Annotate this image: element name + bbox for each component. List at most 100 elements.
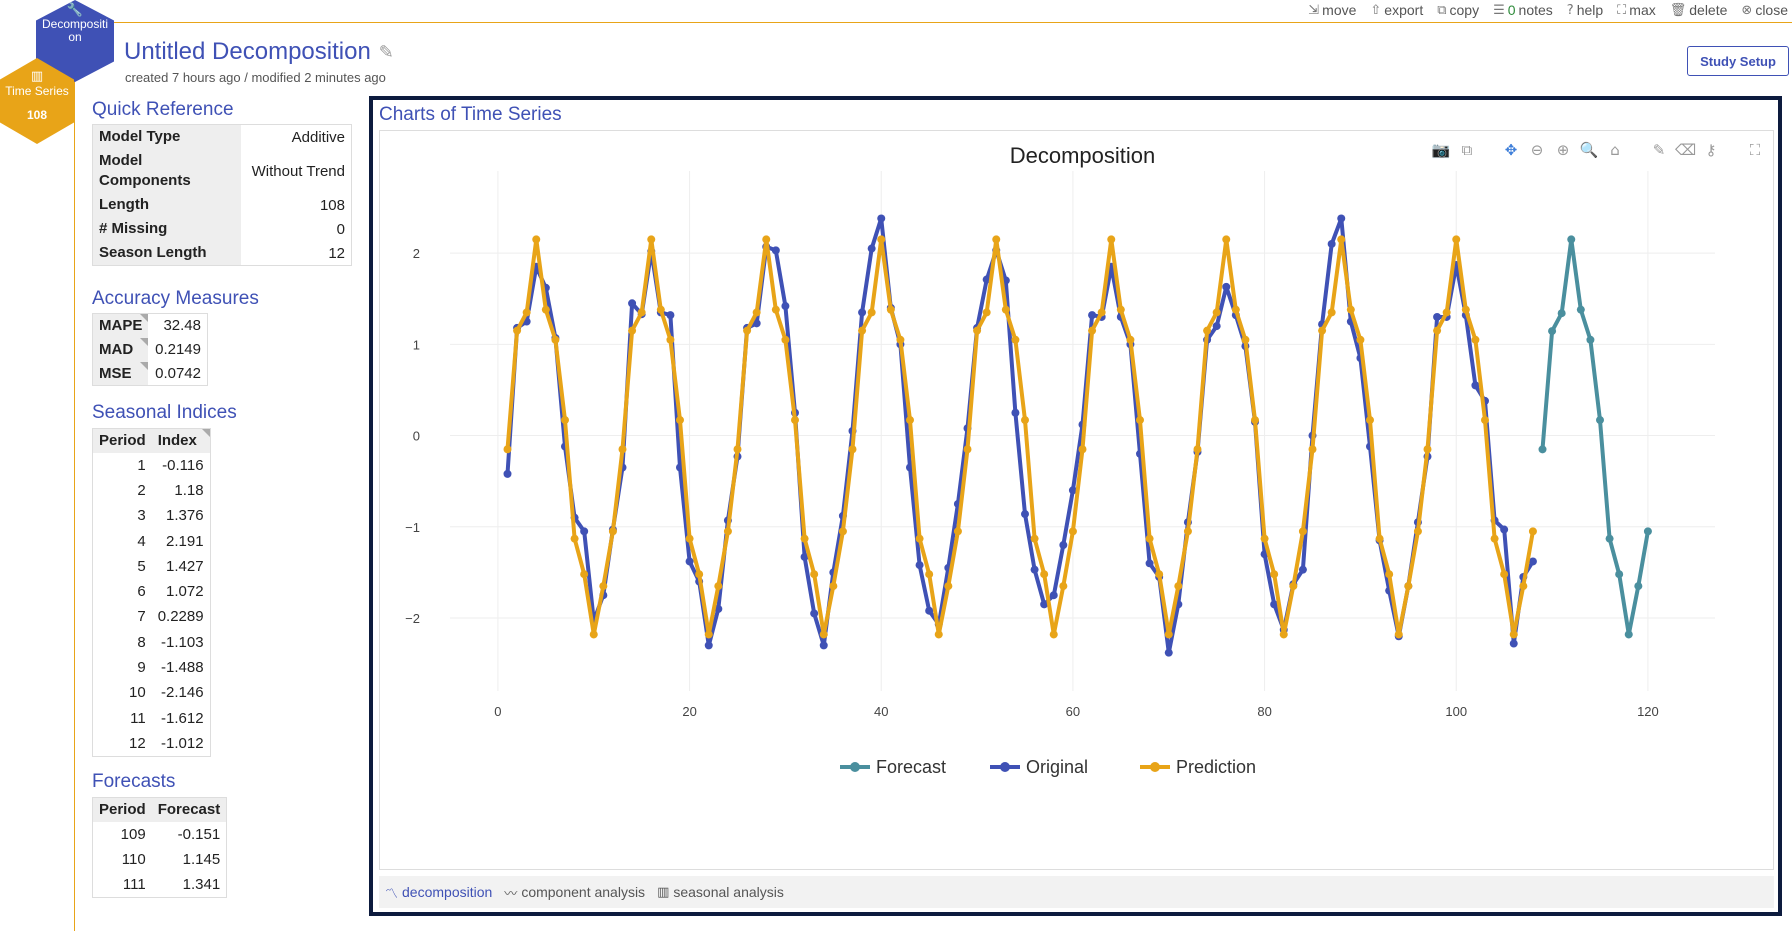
home-icon[interactable]: ⌂ <box>1610 141 1620 159</box>
data-point-prediction <box>522 308 531 317</box>
period-cell: 110 <box>121 850 146 868</box>
move-button[interactable]: ⇲ move <box>1308 2 1357 18</box>
pencil-icon[interactable]: ✎ <box>378 41 394 63</box>
copy-button[interactable]: ⧉ copy <box>1437 2 1480 18</box>
data-point-prediction <box>1136 416 1144 425</box>
period-header[interactable]: Period <box>92 428 152 453</box>
export-button[interactable]: ⇧ export <box>1370 2 1424 18</box>
legend-label[interactable]: Forecast <box>876 757 946 777</box>
data-point-forecast <box>1586 335 1595 344</box>
table-row: 3 1.376 <box>93 503 211 528</box>
study-setup-button[interactable]: Study Setup <box>1687 46 1789 76</box>
modebar-spacer <box>1483 141 1495 159</box>
camera-icon[interactable]: 📷 <box>1431 141 1451 159</box>
notes-icon: ☰ <box>1493 2 1505 18</box>
data-point-original <box>1145 559 1154 568</box>
draw-icon[interactable]: ✎ <box>1652 141 1666 159</box>
data-point-prediction <box>1107 235 1116 244</box>
index-cell: 2.191 <box>166 532 204 550</box>
series-line-original <box>505 216 1535 655</box>
copy-chart-icon[interactable]: ⧉ <box>1461 141 1473 159</box>
data-point-prediction <box>858 326 867 335</box>
table-row: 10 -2.146 <box>93 680 211 705</box>
data-point-prediction <box>1183 527 1192 536</box>
data-point-original <box>685 557 694 566</box>
period-cell: 10 <box>129 684 146 702</box>
data-point-prediction <box>676 416 684 425</box>
data-point-original <box>1433 312 1442 321</box>
fullscreen-icon[interactable]: ⛶ <box>1749 141 1761 159</box>
row-label: Model Type <box>92 124 241 149</box>
key-icon[interactable]: ⚷ <box>1705 141 1717 159</box>
table-row: 4 2.191 <box>93 528 211 553</box>
period-cell: 3 <box>137 507 146 525</box>
data-point-prediction <box>1097 308 1106 317</box>
index-cell: 1.376 <box>166 507 204 525</box>
legend-label[interactable]: Original <box>1026 757 1088 777</box>
data-point-prediction <box>580 570 589 579</box>
y-tick-label: −2 <box>405 611 420 626</box>
chart-area[interactable]: Decomposition 0 20 40 60 80 100 120 −2 −1 0 1 2 Forec… <box>379 130 1774 870</box>
period-cell: 7 <box>137 608 146 626</box>
period-header[interactable]: Period <box>92 797 152 822</box>
tab-seasonal-analysis[interactable]: ▥ seasonal analysis <box>657 884 784 900</box>
title-text[interactable]: Untitled Decomposition <box>124 38 371 65</box>
corner-marker-icon <box>140 314 149 322</box>
data-point-original <box>819 641 828 650</box>
data-point-prediction <box>762 235 771 244</box>
data-point-prediction <box>1068 527 1077 536</box>
y-tick-label: 1 <box>413 337 420 352</box>
zoom-icon[interactable]: 🔍 <box>1579 141 1599 159</box>
decomposition-chart[interactable]: Decomposition 0 20 40 60 80 100 120 −2 −1 0 1 2 Forec… <box>380 131 1775 871</box>
data-point-prediction <box>733 445 742 454</box>
help-button[interactable]: ? help <box>1566 2 1604 18</box>
data-point-prediction <box>800 534 809 543</box>
data-point-prediction <box>906 416 914 425</box>
zoom-out-icon[interactable]: ⊖ <box>1530 141 1544 159</box>
notes-button[interactable]: ☰ 0 notes <box>1493 2 1553 18</box>
legend-marker[interactable] <box>1150 762 1160 772</box>
pan-icon[interactable]: ✥ <box>1504 141 1518 159</box>
data-point-prediction <box>934 630 943 639</box>
corner-marker-icon <box>140 361 149 370</box>
tab-component-analysis[interactable]: 〰 component analysis <box>504 884 646 902</box>
table-row: # Missing 0 <box>92 217 352 241</box>
data-point-prediction <box>925 570 934 579</box>
row-label: MAPE <box>92 313 149 338</box>
copy-icon: ⧉ <box>1437 2 1447 18</box>
data-point-prediction <box>1346 305 1355 314</box>
forecast-header[interactable]: Forecast <box>151 797 227 822</box>
data-point-prediction <box>1203 326 1212 335</box>
series-line-forecast <box>1540 237 1650 637</box>
data-point-forecast <box>1605 534 1614 543</box>
legend-label[interactable]: Prediction <box>1176 757 1256 777</box>
row-value: 0.0742 <box>155 364 201 382</box>
accuracy-table: MAPE 32.48 MAD 0.2149 MSE 0.0742 <box>92 313 208 386</box>
study-frame <box>74 22 1792 931</box>
x-tick-label: 40 <box>874 704 888 719</box>
tab-decomposition[interactable]: 〽 decomposition <box>385 884 493 902</box>
data-point-prediction <box>1059 582 1068 591</box>
delete-button[interactable]: 🗑 delete <box>1669 2 1728 18</box>
legend-marker[interactable] <box>850 762 860 772</box>
max-button[interactable]: ⛶ max <box>1617 2 1656 18</box>
data-point-original <box>580 527 589 536</box>
table-row: 111 1.341 <box>93 872 227 897</box>
data-point-original <box>1030 565 1039 574</box>
data-point-prediction <box>819 630 828 639</box>
eraser-icon[interactable]: ⌫ <box>1675 141 1697 159</box>
close-button[interactable]: ⊗ close <box>1741 2 1788 18</box>
data-point-prediction <box>561 416 569 425</box>
data-point-original <box>1298 565 1307 574</box>
period-cell: 12 <box>129 734 146 752</box>
zoom-in-icon[interactable]: ⊕ <box>1556 141 1570 159</box>
row-label: Season Length <box>92 241 241 266</box>
chart-panel-title: Charts of Time Series <box>379 104 562 125</box>
data-point-original <box>1088 311 1097 320</box>
data-point-prediction <box>656 305 665 314</box>
index-header[interactable]: Index <box>151 428 211 453</box>
data-point-forecast <box>1596 416 1604 425</box>
line-chart-icon: 〰 <box>504 886 518 902</box>
legend-marker[interactable] <box>1000 762 1010 772</box>
data-point-prediction <box>714 582 723 591</box>
